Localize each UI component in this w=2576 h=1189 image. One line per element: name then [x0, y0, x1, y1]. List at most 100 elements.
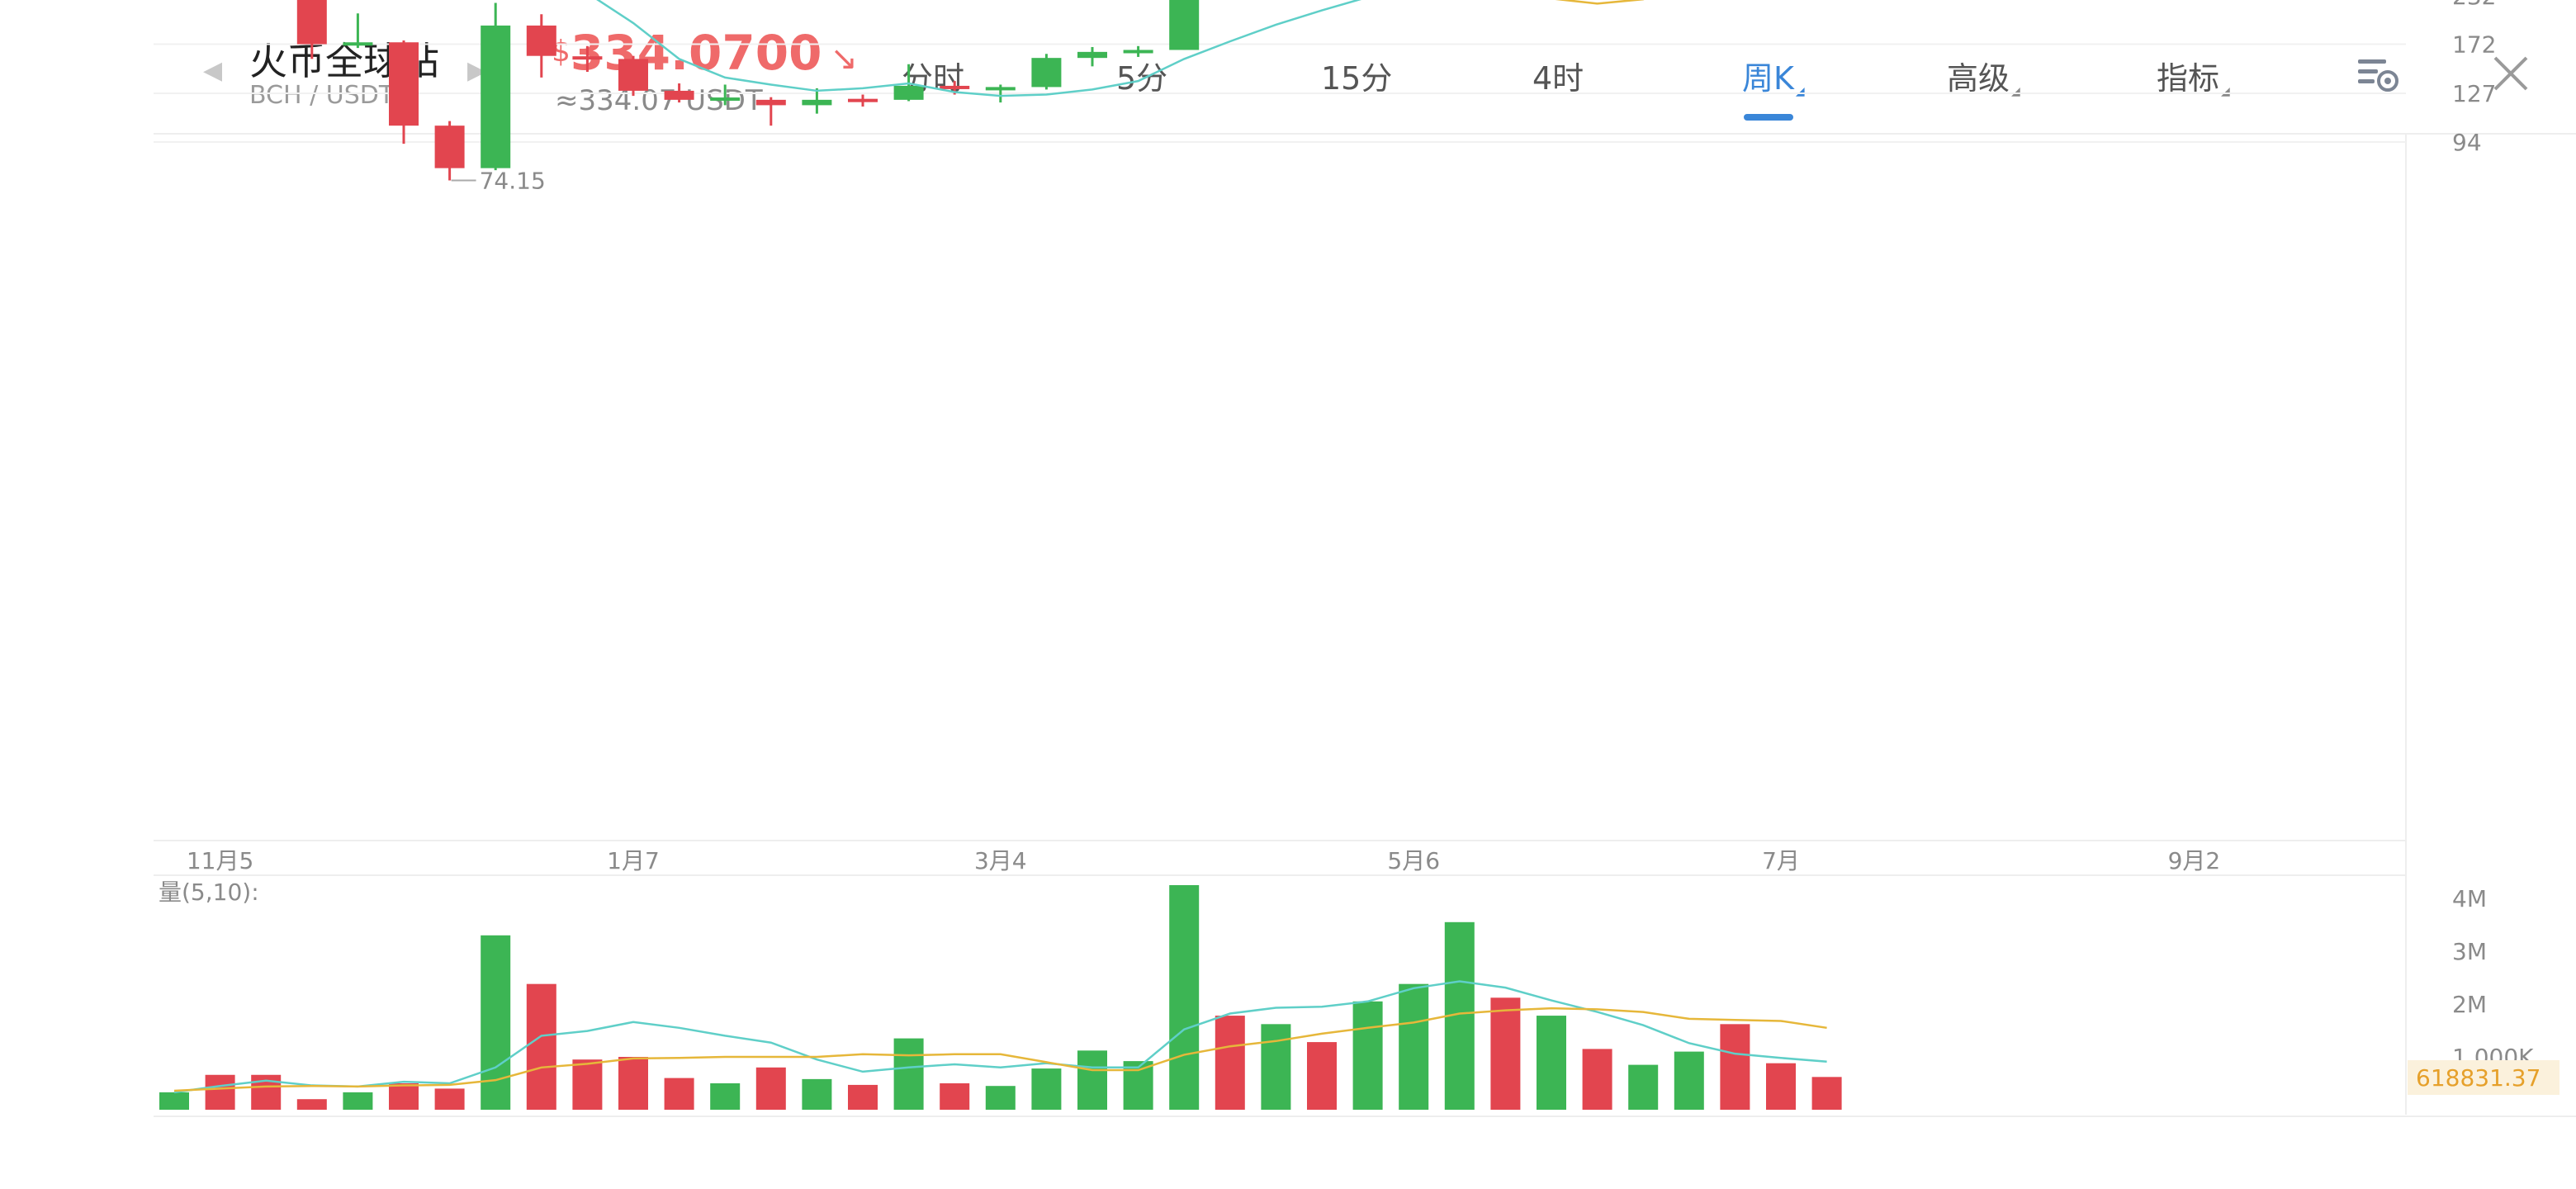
candle-body: [343, 42, 373, 46]
candle: [296, 0, 327, 59]
tab-advanced[interactable]: 高级 ◢: [1947, 53, 2020, 98]
x-tick-label: 9月2: [2168, 847, 2221, 874]
volume-bar: [1169, 885, 1200, 1110]
tab-label: 15分: [1321, 60, 1393, 97]
candle-body: [618, 59, 648, 91]
y-tick-label: 94: [2452, 129, 2482, 156]
candle: [1123, 45, 1153, 57]
volume-bar: [1766, 1063, 1796, 1110]
y-tick-label: 127: [2452, 80, 2496, 107]
volume-ma5-line: [173, 980, 1827, 1094]
volume-bar: [1674, 1051, 1704, 1110]
price-down-arrow-icon: ↘: [830, 40, 858, 78]
tab-indicators[interactable]: 指标 ◢: [2157, 53, 2230, 98]
volume-tick-label: 2M: [2452, 991, 2487, 1018]
candle-body: [985, 87, 1016, 91]
volume-bar: [1399, 983, 1429, 1110]
current-volume-badge: [2408, 1060, 2559, 1095]
volume-bar: [1582, 1049, 1612, 1110]
candle: [664, 83, 694, 103]
candle-body: [572, 56, 603, 60]
active-tab-underline: [1744, 114, 1793, 121]
volume-bar: [1215, 1016, 1245, 1110]
volume-bar: [434, 1088, 465, 1110]
tab-4h[interactable]: 4时: [1532, 53, 1584, 98]
volume-tick-label: 3M: [2452, 938, 2487, 965]
candle-body: [481, 25, 511, 168]
candle-body: [434, 126, 465, 168]
candle-body: [893, 85, 924, 100]
candle-body: [755, 99, 786, 106]
tab-label: 高级: [1947, 60, 2010, 97]
price-value: 334.0700: [570, 25, 822, 81]
volume-bar: [1307, 1042, 1337, 1110]
volume-bar: [1537, 1016, 1566, 1110]
candle-body: [389, 42, 419, 126]
volume-bar: [1261, 1024, 1291, 1110]
candle: [802, 88, 832, 114]
y-tick-label: 172: [2452, 31, 2496, 59]
volume-bar: [526, 983, 556, 1110]
volume-bar: [1077, 1050, 1107, 1110]
volume-bar: [802, 1078, 832, 1110]
candle-body: [1031, 58, 1062, 88]
volume-title: 量(5,10):: [159, 879, 259, 906]
volume-bar: [572, 1059, 603, 1110]
previous-pair-icon[interactable]: ◀: [203, 56, 223, 85]
tab-label: 周K: [1742, 60, 1794, 97]
candle: [1077, 46, 1107, 67]
volume-bar: [940, 1083, 970, 1110]
candle: [710, 84, 741, 106]
chart-settings-icon[interactable]: [2355, 51, 2401, 97]
low-label: 74.15: [480, 168, 546, 195]
candle: [1169, 0, 1200, 50]
ma-short-line: [596, 0, 1362, 97]
x-tick-label: 7月: [1762, 847, 1800, 874]
tab-15min[interactable]: 15分: [1321, 53, 1392, 98]
candle: [848, 94, 878, 107]
x-tick-label: 3月4: [974, 847, 1027, 874]
candle: [389, 40, 419, 144]
price-axis: 79358343331323217212794647.0074.15334.07…: [187, 0, 2497, 874]
y-tick-label: 232: [2452, 0, 2496, 10]
volume-bar: [1720, 1024, 1750, 1110]
volume-bar: [848, 1084, 878, 1110]
candle: [526, 14, 556, 78]
candle-body: [848, 98, 878, 102]
volume-bar: [343, 1092, 373, 1110]
candle-body: [296, 0, 327, 45]
candle-body: [1169, 0, 1200, 50]
volume-bar: [618, 1057, 648, 1110]
volume-bar: [1490, 997, 1521, 1110]
candle: [572, 45, 603, 73]
tab-weekly[interactable]: 周K ◢: [1742, 53, 1805, 98]
dropdown-triangle-icon: ◢: [2221, 85, 2230, 98]
candlestick-series: [296, 0, 1200, 181]
current-price: $334.0700 ↘: [552, 25, 858, 81]
candle: [481, 2, 511, 171]
volume-bar: [1628, 1064, 1659, 1110]
candle: [1031, 54, 1062, 90]
candle-body: [710, 97, 741, 102]
close-icon[interactable]: [2487, 50, 2535, 97]
candle-body: [526, 25, 556, 56]
volume-bar: [1352, 1001, 1383, 1110]
moving-average-lines: [596, 0, 1645, 97]
candle-body: [802, 99, 832, 106]
volume-bar: [710, 1083, 741, 1110]
pair-symbol: BCH / USDT: [249, 81, 395, 110]
x-tick-label: 1月7: [607, 847, 660, 874]
volume-bar: [664, 1078, 694, 1110]
volume-bar: [159, 1092, 189, 1110]
ma-long-line: [1555, 0, 1645, 5]
volume-bar: [1811, 1077, 1842, 1110]
candle: [755, 97, 786, 126]
tab-label: 指标: [2157, 60, 2220, 97]
dropdown-triangle-icon: ◢: [1795, 85, 1805, 98]
volume-bar: [1031, 1068, 1062, 1110]
x-tick-label: 5月6: [1387, 847, 1440, 874]
x-tick-label: 11月5: [187, 847, 253, 874]
candle: [343, 13, 373, 49]
